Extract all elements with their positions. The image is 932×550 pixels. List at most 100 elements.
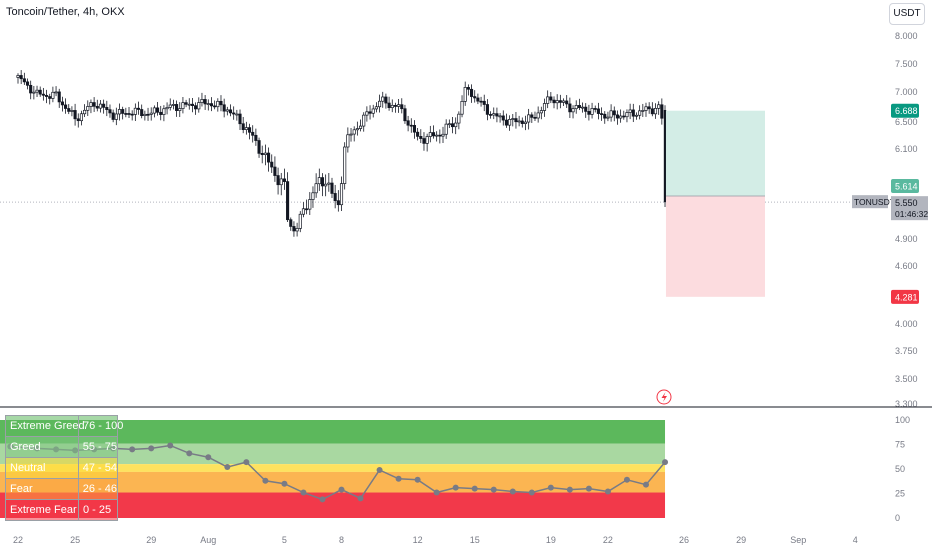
legend-row-extreme-fear: Extreme Fear 0 - 25: [6, 499, 117, 520]
candle-body: [197, 102, 201, 110]
candle: [600, 107, 604, 121]
candle: [32, 85, 36, 100]
candle-body: [279, 178, 283, 186]
sentiment-point: [243, 459, 250, 466]
candle: [25, 78, 30, 90]
candle-body: [181, 102, 185, 109]
candle-body: [254, 134, 258, 141]
candle: [530, 112, 534, 123]
candle: [333, 184, 337, 209]
candle-body: [466, 87, 470, 90]
candle: [527, 108, 531, 130]
candle-body: [83, 109, 87, 115]
candle: [431, 125, 436, 139]
candle: [574, 100, 578, 114]
candle-body: [527, 114, 531, 123]
sentiment-line-series: [7, 442, 669, 503]
candle-body: [603, 113, 607, 119]
price-tick-label: 7.500: [895, 59, 918, 69]
candle-body: [647, 106, 651, 110]
candle: [60, 96, 64, 112]
candle-body: [542, 103, 547, 111]
candle-body: [295, 228, 299, 232]
currency-button[interactable]: USDT: [889, 3, 925, 25]
candle: [317, 168, 321, 191]
candle-body: [133, 107, 137, 115]
candle-body: [400, 104, 404, 110]
candle: [454, 117, 458, 135]
candle: [400, 98, 404, 114]
candle-body: [228, 109, 233, 114]
candle: [358, 119, 363, 132]
candle-body: [222, 104, 226, 112]
candle: [397, 98, 401, 113]
candle: [301, 202, 306, 218]
candle: [105, 100, 109, 117]
candle-body: [19, 75, 23, 80]
candle-body: [282, 178, 286, 182]
candle: [587, 104, 591, 121]
candle: [263, 144, 267, 166]
candle: [650, 102, 654, 117]
indicator-tick-label: 25: [895, 489, 905, 499]
candle: [489, 111, 493, 119]
sentiment-point: [566, 486, 573, 493]
candle-body: [565, 100, 569, 105]
price-axis: 8.0007.5007.0006.5006.1005.5004.9004.600…: [852, 31, 928, 409]
candle: [555, 94, 559, 110]
candle-body: [520, 120, 524, 124]
candle: [102, 99, 106, 114]
candle: [590, 102, 594, 119]
long-position-tool: [665, 110, 765, 297]
candle: [276, 167, 280, 195]
candle-body: [638, 110, 642, 116]
time-tick-label: 4: [853, 535, 858, 545]
candle-body: [241, 123, 245, 130]
candle: [279, 172, 283, 196]
candle-body: [492, 113, 496, 116]
candle-body: [625, 112, 629, 118]
legend-label: Neutral: [10, 462, 46, 474]
candle-body: [422, 138, 426, 144]
candle-body: [219, 100, 223, 106]
candle: [305, 199, 309, 215]
candle-body: [634, 114, 639, 117]
candle: [631, 103, 635, 123]
candle-body: [511, 118, 515, 120]
candle: [41, 87, 45, 101]
candle-body: [216, 100, 220, 108]
candle: [501, 110, 505, 126]
candle: [200, 92, 204, 107]
candle-body: [159, 111, 163, 115]
candle-body: [29, 84, 33, 94]
candle: [203, 95, 207, 110]
candle-body: [549, 96, 553, 101]
legend-label: Extreme Greed: [10, 420, 85, 432]
candle: [38, 86, 42, 97]
candle-body: [105, 107, 109, 111]
sentiment-point: [167, 442, 174, 449]
time-axis: 22 25 29 Aug 5 8 12 15 19 22 26 29 Sep 4: [13, 535, 858, 545]
candle-body: [362, 114, 366, 127]
candle: [22, 72, 26, 85]
candle: [327, 172, 331, 192]
sentiment-point: [205, 454, 212, 461]
candle-body: [381, 96, 385, 102]
sentiment-point: [433, 489, 440, 496]
candle: [571, 105, 575, 119]
candle-body: [136, 107, 141, 110]
candle: [371, 104, 375, 118]
candle-body: [102, 103, 106, 108]
candle: [546, 90, 550, 109]
candle: [393, 102, 397, 113]
candle-body: [504, 119, 508, 126]
candle: [628, 103, 632, 120]
candle-body: [187, 103, 191, 106]
candle: [523, 115, 528, 131]
candle-body: [457, 113, 461, 124]
time-tick-label: 29: [736, 535, 746, 545]
candle-body: [76, 118, 80, 122]
candle: [511, 113, 515, 127]
candle-body: [358, 125, 363, 129]
